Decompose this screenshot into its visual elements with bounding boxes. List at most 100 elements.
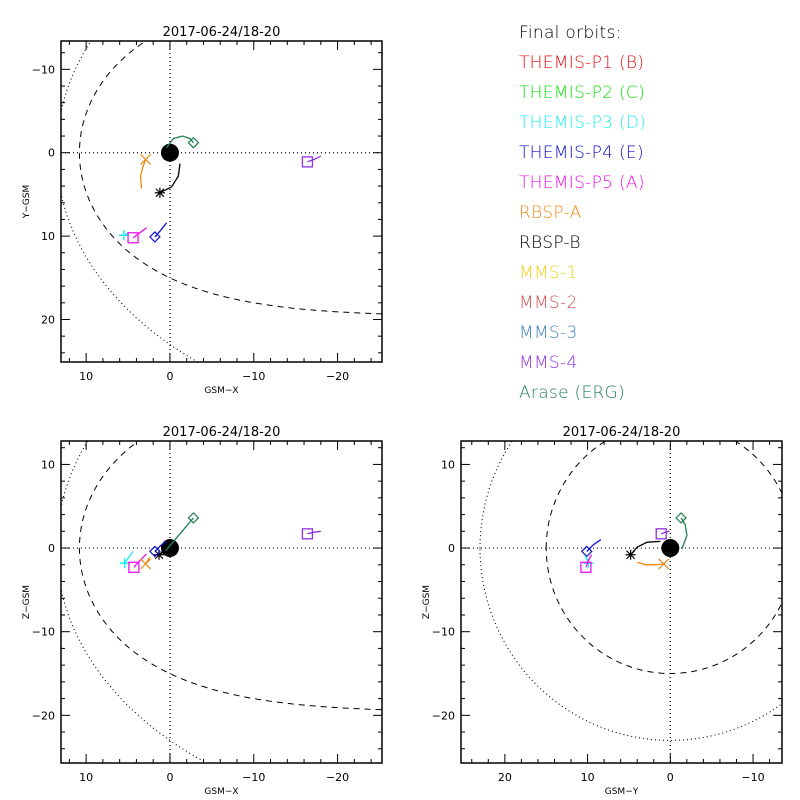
x-tick-label: 10 xyxy=(79,370,93,383)
y-tick-label: −10 xyxy=(32,626,55,639)
diamond-marker xyxy=(580,545,593,558)
x-tick-label: 0 xyxy=(667,771,674,784)
orbit-trail xyxy=(154,540,167,552)
spacecraft-themis-p4-e xyxy=(149,222,168,243)
y-tick-label: −20 xyxy=(32,709,55,722)
y-tick-label: −10 xyxy=(32,63,55,76)
plot-panel: 10 0 −10 −20 −10 0 10 20 2017-06-24/18-20 GSM−X Y−… xyxy=(22,25,383,396)
square-marker xyxy=(655,528,667,540)
legend-item: RBSP-A xyxy=(519,203,582,223)
plot-frame xyxy=(460,440,783,764)
legend-item: MMS-3 xyxy=(519,323,578,343)
spacecraft-rbsp-a xyxy=(637,558,670,570)
plot-title: 2017-06-24/18-20 xyxy=(163,425,281,440)
diamond-marker xyxy=(149,545,161,558)
spacecraft-themis-p5-a xyxy=(580,554,593,573)
plot-panel: 10 0 −10 −20 10 0 −10 −20 2017-06-24/18-20 GSM−X Z… xyxy=(22,425,383,797)
x-marker xyxy=(140,153,152,165)
orbit-trail xyxy=(165,517,194,552)
x-tick-label: −10 xyxy=(242,771,265,784)
orbit-trail xyxy=(124,551,134,564)
spacecraft-mms-4 xyxy=(655,528,670,540)
bow-shock-boundary xyxy=(479,441,782,741)
plot-area xyxy=(461,441,782,763)
legend-item: THEMIS-P3 (D) xyxy=(519,113,647,133)
legend-title: Final orbits: xyxy=(519,23,622,43)
spacecraft-themis-p4-e xyxy=(580,539,602,558)
y-tick-label: 20 xyxy=(41,313,55,326)
y-tick-label: 10 xyxy=(41,458,55,471)
y-tick-label: −20 xyxy=(432,709,455,722)
orbit-trail xyxy=(660,530,670,535)
orbit-trail xyxy=(585,554,593,568)
plot-panel: 20 10 0 −10 10 0 −10 −20 2017-06-24/18-20 GSM−Y Z−… xyxy=(422,425,783,797)
spacecraft-themis-p5-a xyxy=(127,227,147,244)
legend-item: THEMIS-P4 (E) xyxy=(519,143,644,163)
spacecraft-rbsp-a xyxy=(140,556,152,570)
x-marker xyxy=(140,558,152,570)
spacecraft-rbsp-a xyxy=(139,153,152,189)
x-tick-label: −10 xyxy=(242,370,265,383)
orbit-trail xyxy=(133,553,147,568)
x-tick-label: 0 xyxy=(166,771,173,784)
plot-area xyxy=(61,441,382,763)
x-axis-label: GSM−X xyxy=(204,386,238,396)
spacecraft-mms-4 xyxy=(301,155,322,168)
x-marker xyxy=(658,558,670,570)
orbit-trail xyxy=(132,227,147,239)
orbit-trail xyxy=(159,163,181,194)
plot-area xyxy=(61,41,382,362)
y-axis-label: Y−GSM xyxy=(22,185,32,220)
asterisk-marker xyxy=(154,549,165,560)
legend-item: MMS-2 xyxy=(519,293,578,313)
earth-marker xyxy=(160,143,179,162)
legend-item: THEMIS-P1 (B) xyxy=(519,53,645,73)
legend-item: MMS-1 xyxy=(519,263,578,283)
orbit-trail xyxy=(307,530,321,535)
orbit-trail xyxy=(637,561,664,566)
square-marker xyxy=(301,156,314,168)
square-marker xyxy=(128,561,140,573)
diamond-marker xyxy=(187,512,200,524)
y-tick-label: 10 xyxy=(41,230,55,243)
spacecraft-arase-erg xyxy=(166,135,200,149)
x-tick-label: 10 xyxy=(79,771,93,784)
plot-frame xyxy=(60,440,383,764)
spacecraft-arase-erg xyxy=(165,512,200,552)
magnetopause-boundary xyxy=(78,441,382,711)
x-tick-label: −10 xyxy=(741,771,764,784)
orbit-trail xyxy=(586,539,602,552)
bow-shock-boundary xyxy=(61,41,199,362)
y-tick-label: 10 xyxy=(441,458,455,471)
legend: Final orbits: THEMIS-P1 (B) THEMIS-P2 (C… xyxy=(519,22,646,412)
plot-frame xyxy=(60,40,383,363)
bow-shock-boundary xyxy=(61,441,208,763)
legend-item: THEMIS-P2 (C) xyxy=(519,83,646,103)
x-tick-label: 10 xyxy=(581,771,595,784)
diamond-marker xyxy=(675,512,687,524)
spacecraft-rbsp-b xyxy=(154,163,181,198)
square-marker xyxy=(301,528,314,540)
y-tick-label: 0 xyxy=(448,542,455,555)
orbit-trail xyxy=(307,155,322,163)
x-tick-label: −20 xyxy=(326,771,349,784)
plus-marker xyxy=(118,230,129,241)
x-tick-label: 0 xyxy=(166,370,173,383)
y-axis-label: Z−GSM xyxy=(22,585,32,619)
magnetopause-boundary xyxy=(78,41,382,315)
plot-title: 2017-06-24/18-20 xyxy=(163,25,281,40)
legend-item: THEMIS-P5 (A) xyxy=(519,173,645,193)
y-tick-label: 0 xyxy=(48,542,55,555)
spacecraft-themis-p3-d xyxy=(118,230,129,241)
asterisk-marker xyxy=(625,549,636,560)
legend-item: MMS-4 xyxy=(519,353,578,373)
x-axis-label: GSM−X xyxy=(204,787,238,797)
asterisk-marker xyxy=(154,187,165,198)
magnetopause-boundary xyxy=(545,441,782,675)
plus-marker xyxy=(119,558,130,569)
spacecraft-arase-erg xyxy=(675,512,688,550)
legend-item: RBSP-B xyxy=(519,233,581,253)
orbit-trail xyxy=(154,222,168,238)
square-marker xyxy=(127,232,139,244)
